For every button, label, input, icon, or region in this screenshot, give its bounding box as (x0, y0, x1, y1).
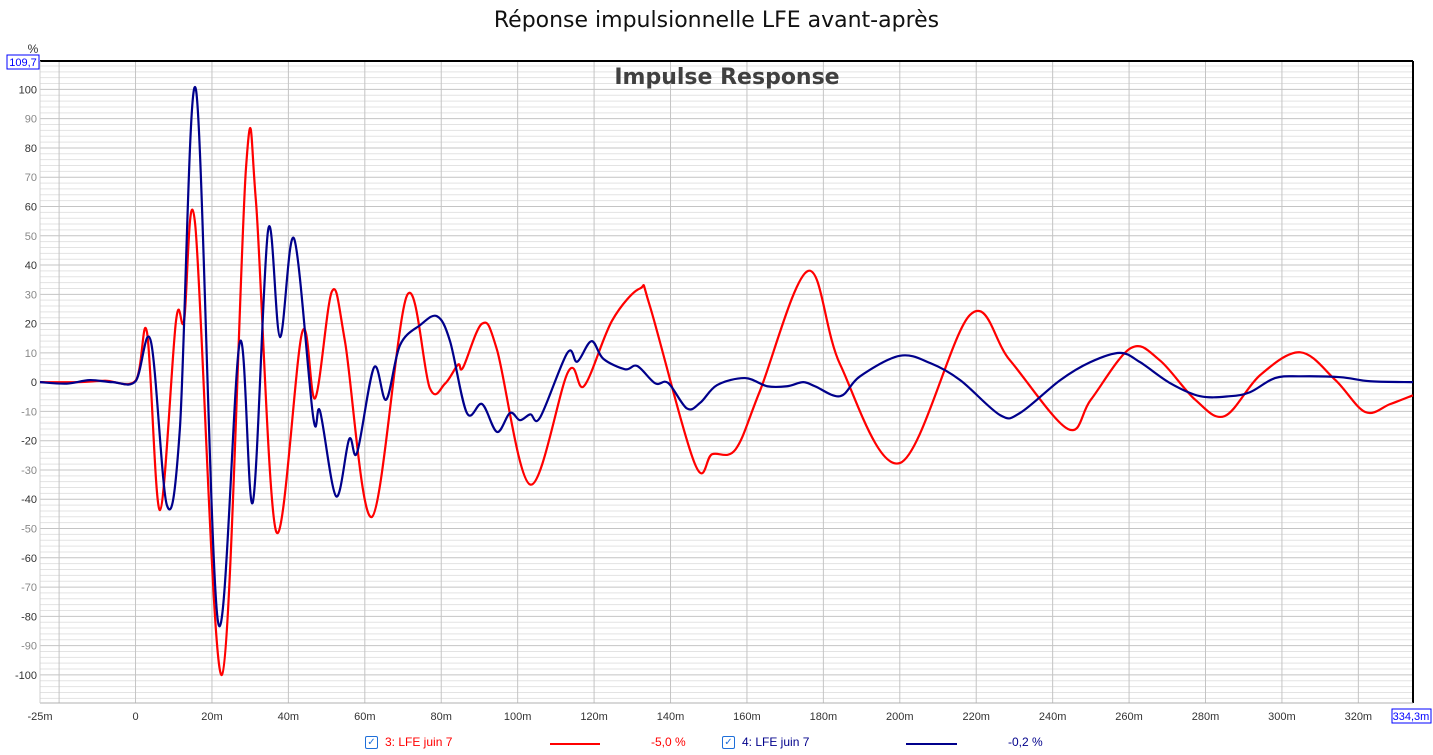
y-tick-label: 20 (25, 319, 37, 331)
x-tick-label: 40m (278, 711, 299, 723)
x-tick-label: 180m (810, 711, 838, 723)
y-tick-label: 50 (25, 231, 37, 243)
y-tick-label: 90 (25, 114, 37, 126)
x-tick-label: 160m (733, 711, 761, 723)
legend-swatch-series-4 (906, 743, 957, 745)
x-tick-label: 300m (1268, 711, 1296, 723)
series-line-3[interactable] (39, 126, 1414, 677)
xmax-box (1391, 708, 1432, 724)
legend-label-series-4: 4: LFE juin 7 (742, 735, 810, 749)
x-tick-label: 80m (431, 711, 452, 723)
y-tick-label: -30 (21, 465, 37, 477)
page-title: Réponse impulsionnelle LFE avant-après (493, 8, 940, 33)
x-tick-label: -25m (27, 711, 52, 723)
y-tick-label: -70 (21, 582, 37, 594)
legend-swatch-series-3 (550, 743, 600, 745)
x-tick-label: 20m (201, 711, 222, 723)
xmax-label: 334,3m (1393, 711, 1430, 723)
x-tick-label: 60m (354, 711, 375, 723)
ymax-box (6, 54, 40, 70)
y-tick-label: -60 (21, 553, 37, 565)
y-axis-unit: % (28, 42, 39, 56)
x-tick-label: 200m (886, 711, 914, 723)
legend-value-series-3: -5,0 % (651, 735, 686, 749)
y-tick-label: -100 (15, 670, 37, 682)
x-tick-label: 100m (504, 711, 532, 723)
series-3-checkbox[interactable]: ✓ (365, 736, 378, 749)
x-tick-label: 0 (132, 711, 138, 723)
y-tick-label: -50 (21, 524, 37, 536)
x-tick-label: 220m (962, 711, 990, 723)
legend-label-series-3: 3: LFE juin 7 (385, 735, 453, 749)
series-4-checkbox[interactable]: ✓ (722, 736, 735, 749)
chart-title: Impulse Response (614, 65, 839, 90)
y-tick-label: 60 (25, 201, 37, 213)
y-tick-label: 40 (25, 260, 37, 272)
y-tick-label: 30 (25, 289, 37, 301)
y-tick-label: 10 (25, 348, 37, 360)
series-line-4[interactable] (39, 85, 1414, 628)
y-tick-label: -40 (21, 494, 37, 506)
x-tick-label: 320m (1345, 711, 1373, 723)
y-tick-label: 0 (31, 377, 37, 389)
x-tick-label: 140m (657, 711, 685, 723)
y-tick-label: -20 (21, 436, 37, 448)
x-tick-label: 240m (1039, 711, 1067, 723)
ymax-label: 109,7 (9, 57, 37, 69)
y-tick-label: -10 (21, 406, 37, 418)
y-tick-label: 70 (25, 172, 37, 184)
y-tick-label: -80 (21, 611, 37, 623)
x-tick-label: 260m (1115, 711, 1143, 723)
legend-value-series-4: -0,2 % (1008, 735, 1043, 749)
y-tick-label: 100 (19, 84, 37, 96)
x-tick-label: 280m (1192, 711, 1220, 723)
y-tick-label: -90 (21, 641, 37, 653)
x-tick-label: 120m (580, 711, 608, 723)
y-tick-label: 80 (25, 143, 37, 155)
